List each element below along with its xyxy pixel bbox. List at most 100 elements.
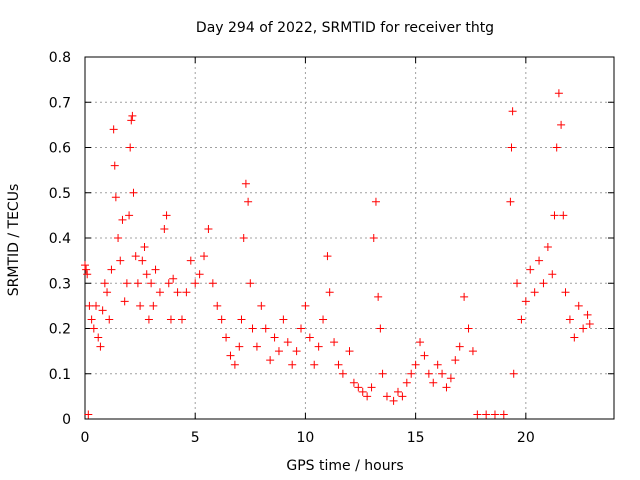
axis-ticks: 0 0.1 0.2 0.3 0.4 0.5 0.6 0.7 0.8 0 5 10 15 20 — [49, 50, 614, 446]
data-point — [433, 360, 442, 369]
data-point — [559, 211, 568, 220]
data-point — [103, 288, 112, 297]
x-tick-label: 5 — [191, 430, 200, 446]
data-point — [367, 383, 376, 392]
x-axis-label: GPS time / hours — [286, 458, 403, 474]
data-point — [468, 347, 477, 356]
data-point — [204, 224, 213, 233]
data-point — [151, 265, 160, 274]
data-point — [455, 342, 464, 351]
data-point — [420, 351, 429, 360]
data-point — [149, 301, 158, 310]
data-point — [288, 360, 297, 369]
data-point — [446, 374, 455, 383]
data-point — [490, 410, 499, 419]
data-point — [237, 315, 246, 324]
data-point — [266, 356, 275, 365]
data-point — [147, 279, 156, 288]
data-point — [126, 143, 135, 152]
data-point — [100, 279, 109, 288]
data-point — [116, 256, 125, 265]
data-point — [81, 261, 89, 270]
data-point — [305, 333, 314, 342]
data-point — [122, 279, 131, 288]
y-tick-label: 0.6 — [49, 141, 71, 157]
data-point — [283, 338, 292, 347]
data-point — [96, 342, 105, 351]
data-point — [129, 188, 138, 197]
data-point — [87, 315, 96, 324]
y-tick-label: 0.7 — [49, 95, 71, 111]
data-point — [530, 288, 539, 297]
data-point — [438, 369, 447, 378]
data-point — [89, 324, 98, 333]
data-point — [105, 315, 114, 324]
data-point — [442, 383, 451, 392]
data-point — [246, 279, 255, 288]
y-axis-label: SRMTID / TECUs — [6, 184, 22, 297]
data-point — [144, 315, 153, 324]
data-point — [554, 89, 563, 98]
data-point — [241, 179, 250, 188]
data-point — [393, 387, 402, 396]
data-point — [402, 378, 411, 387]
data-point — [338, 369, 347, 378]
data-point — [155, 288, 164, 297]
data-point — [482, 410, 491, 419]
data-point — [131, 252, 140, 261]
y-tick-label: 0 — [62, 412, 71, 428]
data-point — [460, 292, 469, 301]
data-point — [539, 279, 548, 288]
data-point — [217, 315, 226, 324]
data-point — [513, 279, 522, 288]
x-tick-label: 0 — [81, 430, 90, 446]
data-point — [561, 288, 570, 297]
data-point — [138, 256, 147, 265]
data-point — [358, 387, 367, 396]
data-point — [345, 347, 354, 356]
data-point — [244, 197, 253, 206]
data-point — [257, 301, 266, 310]
data-point — [508, 107, 517, 116]
data-point — [133, 279, 142, 288]
x-tick-label: 20 — [517, 430, 535, 446]
data-point — [570, 333, 579, 342]
data-point — [398, 392, 407, 401]
data-point — [239, 234, 248, 242]
data-point — [169, 274, 178, 283]
grid — [85, 57, 614, 419]
data-point — [120, 297, 129, 306]
data-point — [369, 234, 378, 242]
data-point — [548, 270, 557, 279]
data-point — [110, 161, 119, 170]
data-point — [127, 116, 136, 125]
data-point — [376, 324, 385, 333]
data-point — [579, 324, 588, 333]
data-point — [252, 342, 261, 351]
data-point — [507, 143, 516, 152]
data-point — [114, 234, 123, 242]
data-point — [297, 324, 306, 333]
data-point — [292, 347, 301, 356]
data-point — [195, 270, 204, 279]
data-point — [550, 211, 559, 220]
data-point — [464, 324, 473, 333]
data-points — [81, 89, 594, 419]
data-point — [506, 197, 515, 206]
data-point — [521, 297, 530, 306]
data-point — [166, 315, 175, 324]
data-point — [349, 378, 358, 387]
data-point — [543, 243, 552, 252]
data-point — [84, 410, 93, 419]
x-tick-label: 10 — [297, 430, 315, 446]
data-point — [213, 301, 222, 310]
data-point — [323, 252, 332, 261]
data-point — [270, 333, 279, 342]
data-point — [92, 301, 101, 310]
data-point — [325, 288, 334, 297]
data-point — [310, 360, 319, 369]
data-point — [118, 215, 127, 224]
data-point — [248, 324, 257, 333]
data-point — [83, 270, 92, 279]
